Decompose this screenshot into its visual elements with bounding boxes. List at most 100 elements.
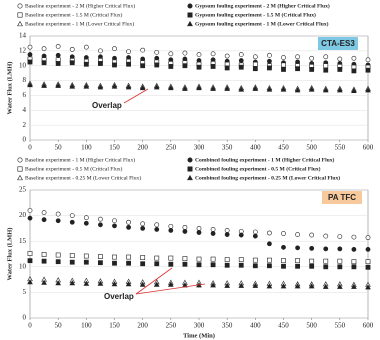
x-tick-label: 500 (306, 144, 317, 152)
data-point (281, 263, 286, 269)
data-point (210, 256, 216, 262)
data-point (168, 228, 174, 233)
data-point (154, 261, 160, 267)
data-point (196, 225, 202, 231)
data-point (295, 263, 300, 269)
data-point (154, 255, 160, 261)
legend-marker (17, 166, 23, 172)
data-point (224, 232, 230, 237)
annotation-box (322, 191, 362, 204)
data-point (224, 257, 230, 263)
data-point (309, 55, 315, 61)
data-point (337, 56, 343, 62)
data-point (41, 258, 47, 264)
data-point (69, 83, 76, 89)
data-point (365, 87, 371, 93)
data-point (27, 208, 33, 213)
data-point (182, 63, 188, 69)
data-point (168, 51, 174, 57)
data-point (323, 233, 329, 239)
data-point (112, 62, 117, 68)
legend-marker (187, 157, 193, 163)
data-point (182, 229, 188, 234)
x-tick-label: 300 (194, 322, 205, 330)
data-point (69, 259, 75, 265)
data-point (196, 230, 202, 235)
data-point (252, 263, 258, 269)
annotation: Overlap (104, 292, 134, 301)
data-point (140, 47, 146, 53)
data-point (309, 67, 315, 72)
y-tick-label: 10 (19, 262, 27, 270)
data-point (238, 232, 244, 238)
x-tick-label: 100 (81, 144, 92, 152)
legend-label: Combined fouling experiment - 1 M (Highe… (195, 156, 335, 163)
data-point (252, 233, 258, 239)
data-point (196, 262, 202, 268)
y-tick-label: 8 (23, 76, 27, 84)
data-point (140, 255, 146, 260)
data-point (224, 65, 230, 71)
data-point (98, 216, 103, 222)
data-point (309, 232, 315, 238)
legend-marker (187, 174, 193, 181)
data-point (281, 231, 286, 236)
data-point (140, 261, 146, 267)
data-point (55, 280, 61, 286)
x-tick-label: 400 (250, 144, 261, 152)
annotation: PA TFC (328, 193, 356, 202)
data-point (294, 283, 301, 289)
data-point (69, 60, 75, 66)
data-point (83, 253, 89, 259)
data-point (238, 52, 244, 57)
data-point (83, 259, 89, 265)
data-point (168, 84, 174, 91)
data-point (41, 210, 47, 215)
data-point (323, 258, 329, 264)
data-point (196, 52, 202, 57)
legend-label: Baseline experiment - 1 M (Higher Critic… (25, 156, 135, 163)
data-point (309, 263, 315, 269)
data-point (308, 86, 315, 92)
y-tick-label: 10 (19, 61, 27, 69)
data-point (365, 284, 371, 290)
x-tick-label: 550 (335, 144, 346, 152)
data-point (323, 63, 329, 69)
plot-area (29, 189, 369, 319)
data-point (41, 82, 47, 88)
data-point (266, 283, 273, 289)
y-tick-label: 12 (19, 46, 27, 54)
x-tick-label: 300 (194, 144, 205, 152)
legend-label: Combined fouling experiment - 0.25 M (Lo… (195, 174, 340, 181)
data-point (267, 241, 272, 247)
x-tick-label: 450 (278, 322, 289, 330)
data-point (210, 262, 216, 268)
data-point (337, 87, 343, 93)
annotation: CTA-ES3 (321, 39, 355, 48)
data-point (337, 258, 343, 264)
data-point (125, 84, 132, 90)
legend-marker (187, 12, 193, 18)
data-point (168, 64, 174, 69)
y-axis-label: Water Flux (LMH) (6, 62, 13, 115)
data-point (55, 61, 61, 66)
data-point (267, 52, 272, 58)
data-point (27, 279, 33, 285)
data-point (55, 211, 61, 217)
y-tick-label: 4 (23, 106, 27, 114)
data-point (309, 258, 315, 264)
data-point (55, 82, 61, 88)
data-point (252, 85, 259, 91)
data-point (27, 59, 33, 65)
data-point (140, 225, 146, 231)
data-point (154, 222, 160, 228)
legend-label: Baseline experiment - 2 M (Higher Critic… (25, 2, 135, 9)
data-point (112, 223, 117, 229)
data-point (252, 282, 259, 288)
data-point (351, 55, 357, 61)
data-point (55, 52, 61, 58)
data-point (365, 246, 371, 252)
y-tick-label: 0 (23, 136, 27, 144)
data-point (97, 84, 104, 90)
